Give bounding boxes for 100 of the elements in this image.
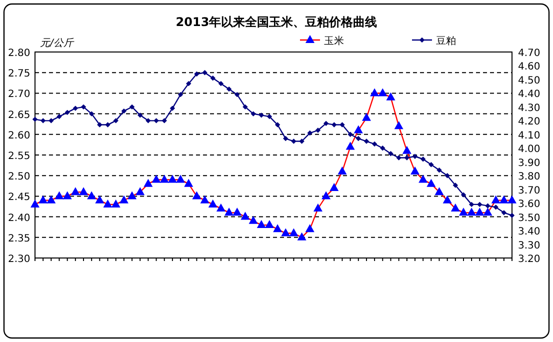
point (80, 104, 86, 110)
point (200, 195, 210, 204)
point (56, 114, 62, 120)
point (410, 166, 420, 174)
point (95, 195, 104, 204)
point (386, 92, 396, 100)
y2-tick-label: 3.90 (518, 158, 540, 169)
y2-tick-label: 3.20 (518, 254, 540, 265)
y-tick-label: 2.55 (8, 151, 30, 162)
point (136, 187, 145, 196)
point (313, 204, 322, 212)
y2-tick-label: 3.40 (518, 226, 540, 238)
point (234, 92, 240, 98)
point (194, 71, 200, 77)
point (378, 88, 388, 96)
point (475, 208, 484, 216)
point (218, 80, 224, 86)
y-tick-label: 2.65 (8, 110, 30, 121)
point (305, 224, 314, 232)
point (388, 151, 394, 156)
point (291, 138, 296, 144)
point (119, 195, 128, 204)
y-tick-label: 2.60 (8, 130, 30, 142)
point (458, 208, 468, 216)
point (364, 138, 370, 144)
point (380, 146, 386, 151)
legend-label: 玉米 (324, 35, 344, 47)
point (111, 199, 120, 208)
point (216, 204, 226, 212)
point (168, 174, 177, 183)
point (70, 187, 80, 196)
point (178, 92, 184, 98)
point (192, 191, 202, 200)
point (356, 136, 361, 142)
point (493, 204, 498, 210)
point (346, 142, 355, 150)
point (250, 111, 256, 116)
point (240, 212, 250, 220)
point (32, 116, 38, 122)
y2-tick-label: 3.30 (518, 240, 540, 252)
point (274, 122, 280, 128)
point (105, 122, 110, 128)
point (501, 210, 507, 216)
y2-tick-label: 4.60 (518, 62, 540, 73)
point (154, 118, 159, 124)
point (242, 104, 248, 110)
point (338, 166, 347, 174)
point (144, 178, 153, 187)
point (162, 118, 167, 124)
y2-tick-label: 4.00 (518, 144, 540, 156)
point (129, 104, 135, 110)
point (226, 86, 232, 92)
point (402, 146, 412, 154)
point (208, 199, 218, 208)
point (160, 174, 169, 183)
point (444, 173, 450, 178)
point (281, 228, 290, 236)
point (426, 178, 436, 187)
y2-tick-label: 3.60 (518, 199, 540, 210)
point (152, 174, 161, 183)
point (62, 191, 72, 200)
y2-tick-label: 4.30 (518, 102, 540, 114)
point (483, 208, 492, 216)
point (258, 112, 264, 118)
point (88, 111, 94, 116)
point (273, 224, 282, 232)
point (468, 202, 474, 208)
y-tick-label: 2.80 (8, 48, 30, 59)
point (394, 121, 404, 130)
point (354, 125, 363, 134)
point (509, 212, 515, 218)
point (372, 141, 378, 147)
point (508, 195, 516, 204)
point (170, 106, 176, 111)
point (491, 195, 500, 204)
chart-title: 2013年以来全国玉米、豆粕价格曲线 (176, 15, 378, 29)
point (485, 203, 490, 208)
point (210, 75, 216, 81)
point (323, 120, 329, 126)
point (266, 114, 272, 120)
y2-tick-label: 4.50 (518, 75, 540, 86)
point (224, 208, 234, 216)
y-tick-label: 2.40 (8, 212, 30, 224)
point (264, 220, 274, 228)
point (322, 191, 331, 200)
y-tick-label: 2.50 (8, 172, 30, 183)
point (202, 70, 208, 76)
y-axis-title: 元/公斤 (40, 37, 74, 49)
point (30, 199, 40, 208)
point (38, 195, 48, 204)
point (330, 182, 339, 191)
point (340, 122, 345, 128)
point (289, 228, 298, 236)
point (176, 174, 186, 183)
point (103, 199, 112, 208)
y2-tick-label: 3.50 (518, 212, 540, 224)
point (40, 118, 46, 124)
legend-label: 豆粕 (436, 36, 456, 47)
point (467, 208, 476, 216)
y-tick-label: 2.75 (8, 68, 30, 80)
